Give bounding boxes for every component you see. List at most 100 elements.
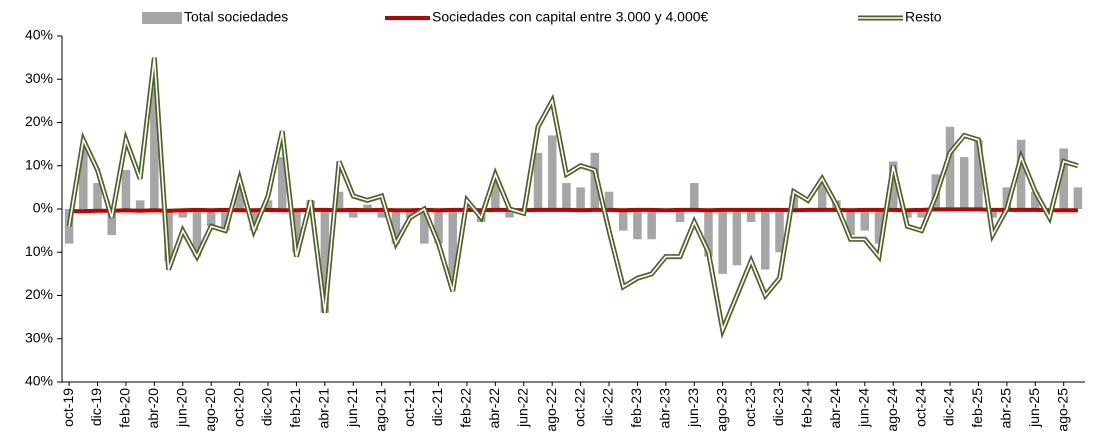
bar	[391, 209, 401, 244]
bar	[945, 126, 955, 209]
line-outer	[66, 57, 1079, 339]
bar	[775, 209, 784, 253]
bar	[1031, 191, 1040, 209]
bar	[917, 209, 926, 218]
bar	[1059, 148, 1068, 209]
bar	[349, 209, 358, 218]
bar	[746, 209, 756, 222]
x-tick-label: ago-20	[202, 388, 218, 432]
bar	[121, 170, 131, 209]
bar	[505, 209, 514, 218]
bar	[888, 161, 898, 209]
x-tick-label: oct-19	[60, 388, 76, 427]
x-tick-label: dic-22	[600, 388, 616, 426]
x-tick-label: ago-24	[884, 388, 900, 432]
bar	[732, 209, 742, 266]
x-tick-label: abr-23	[657, 388, 673, 429]
bar	[959, 157, 969, 209]
x-tick-label: ago-25	[1054, 388, 1070, 432]
y-tick-label: 20%	[25, 286, 53, 302]
bar	[1002, 187, 1012, 209]
bar	[249, 209, 259, 231]
bar	[618, 209, 628, 231]
x-tick-label: abr-24	[827, 388, 843, 429]
y-tick-label: 10%	[25, 243, 53, 259]
bar	[576, 187, 585, 209]
bar	[277, 157, 287, 209]
bar	[974, 139, 983, 209]
bar	[1073, 187, 1083, 209]
bar	[107, 209, 116, 235]
bar	[988, 209, 997, 218]
bar	[292, 209, 301, 253]
x-tick-label: oct-23	[742, 388, 758, 427]
x-tick-label: oct-21	[401, 388, 417, 427]
bar	[903, 209, 912, 218]
x-tick-label: jun-25	[1026, 388, 1042, 428]
bar	[817, 183, 827, 209]
x-tick-label: feb-25	[969, 388, 985, 428]
bar	[647, 209, 656, 240]
bar	[704, 209, 713, 257]
y-tick-label: 40%	[25, 27, 53, 43]
bar	[377, 209, 386, 218]
bar	[235, 187, 244, 209]
bar	[334, 191, 344, 209]
line	[69, 207, 1078, 214]
bar	[874, 209, 884, 244]
x-tick-label: oct-22	[571, 388, 587, 427]
x-tick-label: feb-21	[287, 388, 303, 428]
bar	[405, 209, 415, 218]
x-tick-label: ago-23	[713, 388, 729, 432]
bar	[562, 183, 571, 209]
bar	[434, 209, 443, 244]
legend-swatch	[142, 12, 182, 24]
x-tick-label: abr-21	[316, 388, 332, 429]
line-inner	[68, 57, 1079, 333]
bar	[718, 209, 727, 274]
bar	[690, 183, 699, 209]
x-tick-label: oct-20	[230, 388, 246, 427]
x-tick-label: jun-22	[514, 388, 530, 428]
x-tick-label: dic-19	[88, 388, 104, 426]
bar	[761, 209, 770, 270]
x-tick-label: ago-22	[543, 388, 559, 432]
legend-label: Sociedades con capital entre 3.000 y 4.0…	[432, 9, 709, 25]
bar	[547, 135, 557, 209]
bar	[633, 209, 642, 240]
bar	[675, 209, 685, 222]
bar	[363, 204, 372, 209]
y-tick-label: 30%	[25, 70, 53, 86]
bar	[221, 209, 230, 231]
x-tick-label: dic-23	[770, 388, 786, 426]
bar	[448, 209, 457, 279]
legend-label: Total sociedades	[184, 9, 288, 25]
bar	[860, 209, 870, 231]
bar	[533, 152, 543, 209]
x-tick-label: jun-23	[685, 388, 701, 428]
y-tick-label: 0%	[33, 200, 53, 216]
x-tick-label: ago-21	[372, 388, 388, 432]
x-tick-label: jun-21	[344, 388, 360, 428]
x-tick-label: oct-24	[912, 388, 928, 427]
x-tick-label: feb-24	[799, 388, 815, 428]
bar	[420, 209, 429, 244]
bar	[79, 148, 88, 209]
bar	[206, 209, 216, 227]
bar	[192, 209, 202, 257]
bar	[491, 178, 500, 209]
x-tick-label: abr-25	[998, 388, 1014, 429]
bar	[263, 200, 273, 209]
x-tick-label: dic-20	[259, 388, 275, 426]
y-tick-label: 30%	[25, 329, 53, 345]
bar	[846, 209, 855, 235]
bar	[320, 209, 330, 313]
bar	[1016, 139, 1026, 209]
x-tick-label: abr-22	[486, 388, 502, 429]
bar	[604, 191, 614, 209]
x-tick-label: jun-20	[173, 388, 189, 428]
x-tick-label: jun-24	[855, 388, 871, 428]
bar	[135, 200, 145, 209]
bar	[178, 209, 188, 218]
x-tick-label: feb-23	[628, 388, 644, 428]
